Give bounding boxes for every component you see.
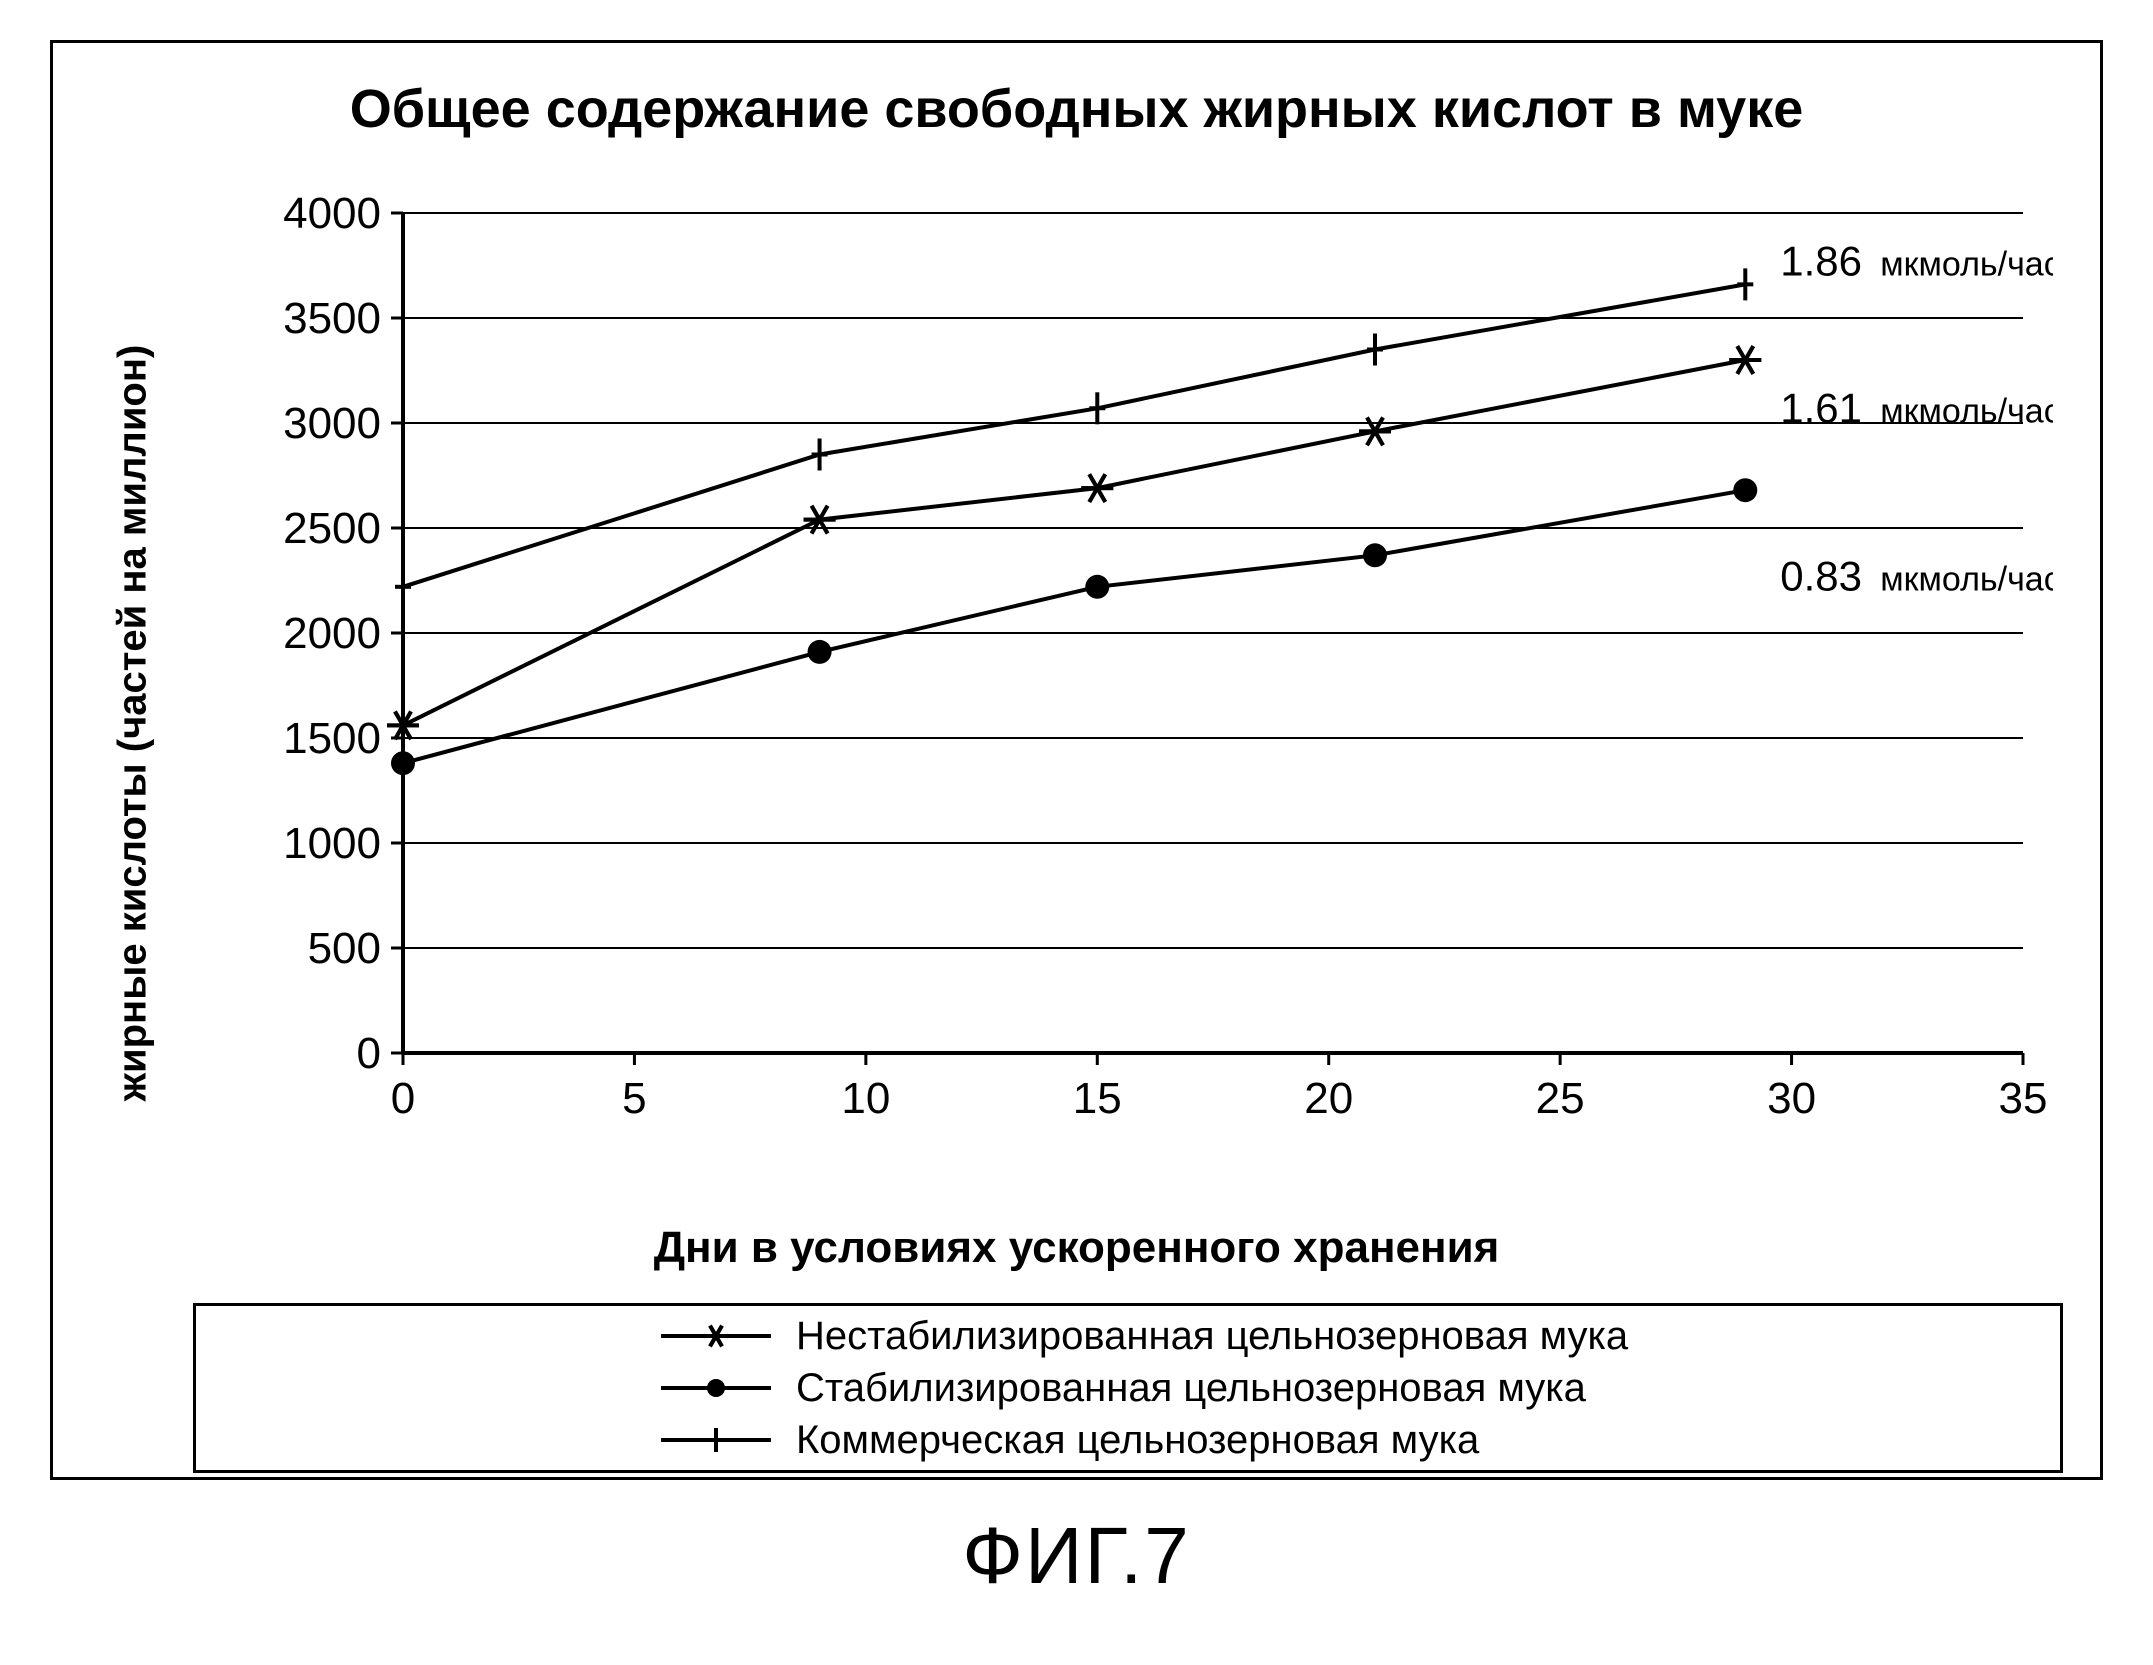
legend-item: Нестабилизированная цельнозерновая мука bbox=[656, 1310, 2060, 1362]
svg-text:35: 35 bbox=[1999, 1074, 2048, 1123]
svg-text:15: 15 bbox=[1073, 1074, 1122, 1123]
page: Общее содержание свободных жирных кислот… bbox=[0, 0, 2153, 1665]
svg-text:1000: 1000 bbox=[283, 819, 381, 868]
legend-label: Нестабилизированная цельнозерновая мука bbox=[796, 1314, 1628, 1359]
svg-text:1.86: 1.86 bbox=[1780, 238, 1862, 285]
svg-text:3000: 3000 bbox=[283, 399, 381, 448]
legend-label: Коммерческая цельнозерновая мука bbox=[796, 1418, 1479, 1463]
figure-caption: ФИГ.7 bbox=[0, 1510, 2153, 1602]
svg-text:1.61: 1.61 bbox=[1780, 385, 1862, 432]
svg-text:20: 20 bbox=[1304, 1074, 1353, 1123]
svg-text:500: 500 bbox=[308, 924, 381, 973]
legend-label: Стабилизированная цельнозерновая мука bbox=[796, 1366, 1586, 1411]
legend-item: Коммерческая цельнозерновая мука bbox=[656, 1414, 2060, 1466]
legend-item: Стабилизированная цельнозерновая мука bbox=[656, 1362, 2060, 1414]
svg-text:5: 5 bbox=[622, 1074, 646, 1123]
svg-text:мкмоль/час: мкмоль/час bbox=[1880, 393, 2053, 431]
svg-text:30: 30 bbox=[1767, 1074, 1816, 1123]
chart-title: Общее содержание свободных жирных кислот… bbox=[53, 78, 2100, 140]
asterisk-icon bbox=[656, 1316, 776, 1356]
svg-text:0: 0 bbox=[391, 1074, 415, 1123]
svg-text:1500: 1500 bbox=[283, 714, 381, 763]
legend: Нестабилизированная цельнозерновая мука … bbox=[193, 1303, 2063, 1473]
svg-text:0.83: 0.83 bbox=[1780, 553, 1862, 600]
svg-text:3500: 3500 bbox=[283, 294, 381, 343]
svg-text:4000: 4000 bbox=[283, 189, 381, 238]
svg-text:25: 25 bbox=[1536, 1074, 1585, 1123]
svg-text:мкмоль/час: мкмоль/час bbox=[1880, 561, 2053, 599]
svg-text:10: 10 bbox=[841, 1074, 890, 1123]
chart-frame: Общее содержание свободных жирных кислот… bbox=[50, 40, 2103, 1480]
svg-text:мкмоль/час: мкмоль/час bbox=[1880, 246, 2053, 284]
plot-area: 0 500 1000 1500 2000 2500 3000 3500 4000 0 5 10 15 20… bbox=[233, 183, 2053, 1183]
y-axis-label: жирные кислоты (частей на миллион) bbox=[111, 345, 156, 1102]
circle-icon bbox=[656, 1368, 776, 1408]
plus-icon bbox=[656, 1420, 776, 1460]
svg-text:0: 0 bbox=[357, 1029, 381, 1078]
svg-text:2500: 2500 bbox=[283, 504, 381, 553]
svg-text:2000: 2000 bbox=[283, 609, 381, 658]
x-axis-label: Дни в условиях ускоренного хранения bbox=[53, 1223, 2100, 1273]
